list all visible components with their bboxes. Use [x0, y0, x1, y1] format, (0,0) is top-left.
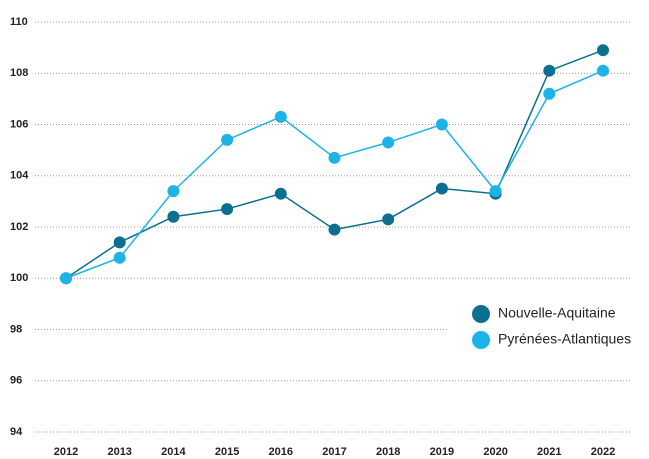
point	[328, 151, 341, 164]
point	[60, 272, 72, 285]
point	[221, 203, 234, 216]
point	[597, 64, 609, 77]
x-tick-label: 2021	[537, 446, 561, 458]
y-tick-label: 110	[10, 16, 28, 28]
point	[382, 136, 395, 149]
x-tick-label: 2014	[161, 446, 186, 458]
point	[435, 118, 448, 131]
point	[597, 44, 609, 57]
legend-marker	[472, 331, 490, 349]
x-tick-label: 2018	[376, 446, 400, 458]
point	[113, 251, 126, 264]
legend-label: Pyrénées-Atlantiques	[498, 331, 631, 347]
x-tick-label: 2022	[591, 446, 615, 458]
x-tick-label: 2012	[54, 446, 78, 458]
x-tick-label: 2016	[269, 446, 293, 458]
point	[167, 210, 180, 223]
point	[435, 182, 448, 195]
y-tick-label: 98	[10, 323, 22, 335]
y-tick-label: 100	[10, 272, 28, 284]
point	[382, 213, 395, 226]
point	[274, 187, 287, 200]
point	[543, 64, 556, 77]
point	[328, 223, 341, 236]
y-tick-label: 102	[10, 221, 28, 233]
x-tick-label: 2013	[107, 446, 131, 458]
point	[489, 185, 502, 198]
point	[543, 87, 556, 100]
y-tick-label: 108	[10, 67, 28, 79]
point	[167, 185, 180, 198]
x-tick-label: 2020	[483, 446, 507, 458]
y-tick-label: 106	[10, 118, 28, 130]
legend-label: Nouvelle-Aquitaine	[498, 305, 616, 321]
legend-marker	[472, 305, 490, 323]
point	[274, 110, 287, 123]
y-tick-label: 94	[10, 426, 23, 438]
x-tick-label: 2019	[430, 446, 454, 458]
series-line	[65, 49, 604, 279]
series-line	[65, 69, 604, 279]
point	[221, 133, 234, 146]
x-tick-label: 2015	[215, 446, 239, 458]
y-tick-label: 104	[10, 170, 29, 182]
x-tick-label: 2017	[322, 446, 346, 458]
y-tick-label: 96	[10, 375, 22, 387]
point	[113, 236, 126, 249]
